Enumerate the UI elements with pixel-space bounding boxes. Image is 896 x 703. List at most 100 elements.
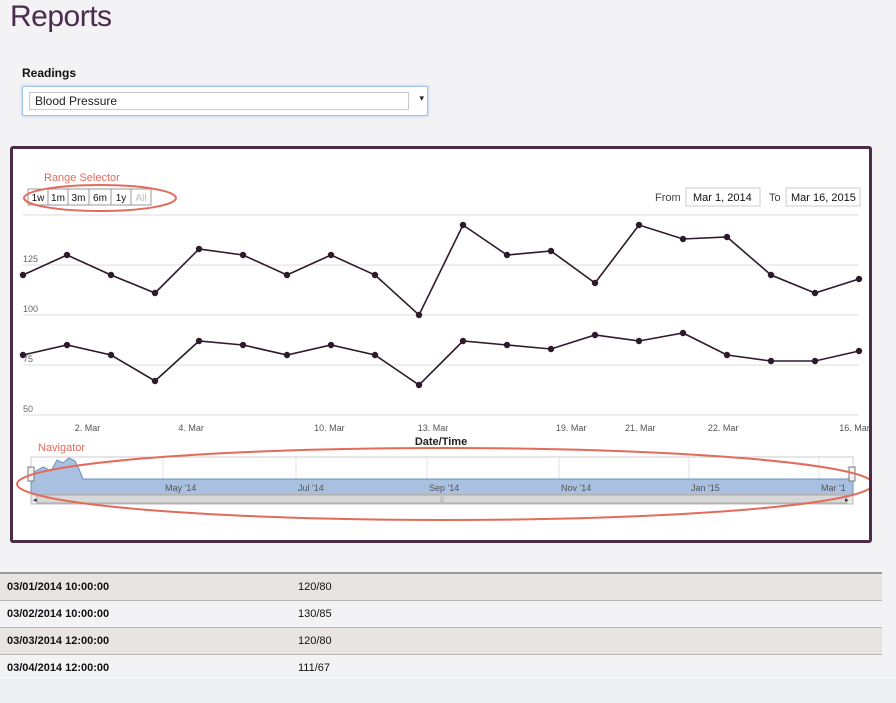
data-point [767,271,775,279]
x-tick-label: 19. Mar [556,423,587,433]
x-axis-title: Date/Time [415,436,467,448]
data-point [415,311,423,319]
data-point [283,271,291,279]
range-button[interactable] [130,188,152,206]
row-date: 03/04/2014 12:00:00 [7,662,110,674]
navigator-label: May '14 [165,483,196,493]
data-point [107,351,115,359]
data-point [635,337,643,345]
navigator-label: Jan '15 [691,483,720,493]
scroll-right-icon: ▸ [845,497,849,504]
x-tick-label: 21. Mar [625,423,656,433]
data-point [239,341,247,349]
x-tick-label: 22. Mar [708,423,739,433]
row-value: 111/67 [298,662,331,674]
data-point [855,347,863,355]
range-selector-highlight [23,184,177,212]
data-point [503,251,511,259]
data-point [19,351,27,359]
row-value: 130/85 [298,608,332,620]
navigator-label: Sep '14 [429,483,459,493]
x-tick-label: 10. Mar [314,423,345,433]
range-selector-annotation: Range Selector [44,172,120,184]
y-axis-ticks: 125 100 75 50 [23,254,38,414]
from-date-box[interactable] [685,187,761,207]
bp-chart: Range Selector 1w 1m 3m 6m 1y All From Mar 1,… [16,172,869,521]
data-point [195,337,203,345]
to-label: To [769,192,781,204]
page-title: Reports [10,0,112,33]
data-point [503,341,511,349]
data-point [635,221,643,229]
navigator-label: Nov '14 [561,483,591,493]
range-button-label[interactable]: 1m [51,193,65,204]
range-button-label[interactable]: All [135,193,146,204]
navigator[interactable]: May '14 Jul '14 Sep '14 Nov '14 Jan '15 Mar '… [27,456,856,505]
x-tick-label: 4. Mar [178,423,204,433]
data-point [679,329,687,337]
chart-grid [23,214,859,416]
readings-select-value: Blood Pressure [29,92,409,110]
data-point [723,351,731,359]
table-row: 03/04/2014 12:00:00 111/67 [0,655,882,682]
data-point [547,345,555,353]
data-point [63,341,71,349]
row-value: 120/80 [298,581,332,593]
row-value: 120/80 [298,635,332,647]
data-point [723,233,731,241]
x-tick-label: 13. Mar [418,423,449,433]
row-date: 03/03/2014 12:00:00 [7,635,110,647]
data-point [459,221,467,229]
chart-series [19,221,863,389]
chart-panel: Range Selector 1w 1m 3m 6m 1y All From Mar 1,… [10,146,872,543]
data-point [63,251,71,259]
from-date-input[interactable]: Mar 1, 2014 [693,192,752,204]
data-point [195,245,203,253]
data-point [327,251,335,259]
data-point [239,251,247,259]
data-point [547,247,555,255]
row-date: 03/02/2014 10:00:00 [7,608,110,620]
navigator-scrollbar-thumb [36,494,848,504]
footer-strip [0,679,896,703]
data-point [855,275,863,283]
scroll-grip-icon: ⁞⁞ [440,497,444,504]
to-date-input[interactable]: Mar 16, 2015 [791,192,856,204]
to-date-box[interactable] [785,187,861,207]
data-point [107,271,115,279]
data-point [591,279,599,287]
range-button-label[interactable]: 3m [72,193,86,204]
range-button-label[interactable]: 6m [93,193,107,204]
chevron-down-icon[interactable]: ▾ [419,93,424,103]
series-line [22,332,860,387]
navigator-label: Jul '14 [298,483,324,493]
data-point [151,377,159,385]
data-point [459,337,467,345]
series-line [22,223,860,317]
navigator-annotation: Navigator [38,442,85,454]
range-button-label[interactable]: 1y [116,193,127,204]
data-point [371,271,379,279]
readings-label: Readings [22,66,77,80]
table-row: 03/01/2014 10:00:00 120/80 [0,574,882,601]
navigator-highlight [16,447,869,521]
data-point [591,331,599,339]
range-button-label[interactable]: 1w [32,193,46,204]
readings-select[interactable]: Blood Pressure ▾ [22,86,428,116]
scroll-left-icon: ◂ [33,497,37,504]
data-point [679,235,687,243]
row-date: 03/01/2014 10:00:00 [7,581,110,593]
x-tick-label: 16. Mar [839,423,869,433]
data-point [151,289,159,297]
y-tick-label: 75 [23,354,33,364]
readings-table: 03/01/2014 10:00:00 120/80 03/02/2014 10… [0,572,882,682]
y-tick-label: 125 [23,254,38,264]
range-selector-buttons[interactable]: 1w 1m 3m 6m 1y All [27,188,152,206]
table-row: 03/02/2014 10:00:00 130/85 [0,601,882,628]
data-point [767,357,775,365]
table-row: 03/03/2014 12:00:00 120/80 [0,628,882,655]
data-point [19,271,27,279]
y-tick-label: 50 [23,404,33,414]
data-point [371,351,379,359]
data-point [811,289,819,297]
